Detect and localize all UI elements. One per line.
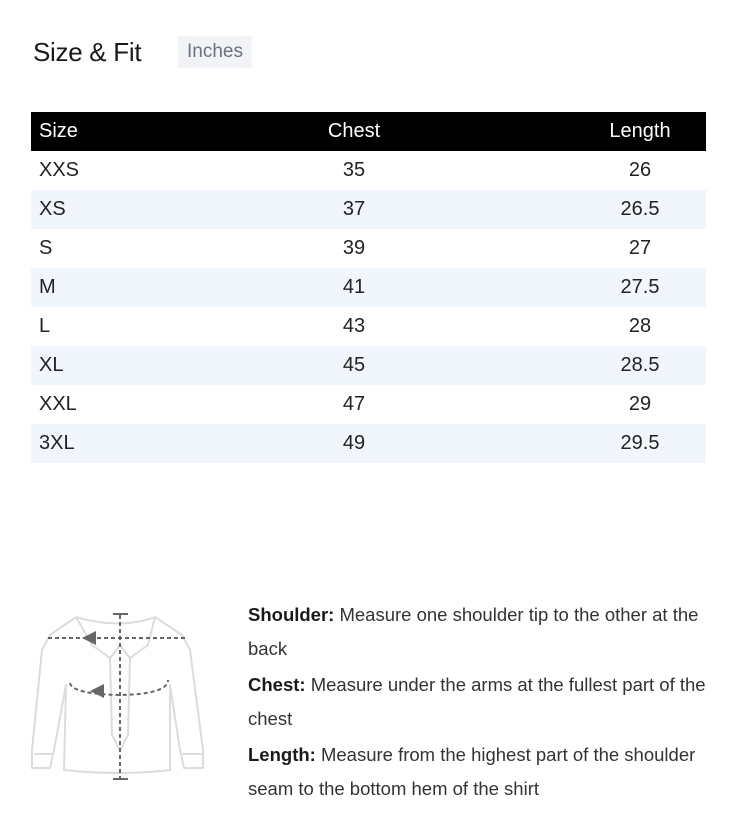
cell-size: XS <box>31 190 269 229</box>
cell-size: XXS <box>39 159 80 181</box>
cell-length: 28.5 <box>439 346 706 385</box>
column-header-size: Size <box>31 112 269 151</box>
cell-size: M <box>31 268 269 307</box>
cell-chest: 43 <box>342 315 366 337</box>
guide-shoulder: Shoulder: Measure one shoulder tip to th… <box>248 604 699 659</box>
cell-size: 3XL <box>31 424 269 463</box>
cell-length: 26.5 <box>439 190 706 229</box>
cell-chest: 37 <box>269 190 439 229</box>
table-row: L 43 28 <box>31 307 706 346</box>
cell-length: 28 <box>628 315 652 337</box>
table-header: Size Chest Length <box>31 112 706 151</box>
cell-chest: 49 <box>269 424 439 463</box>
cell-length: 26 <box>628 159 652 181</box>
table-row: XXS 35 26 <box>31 151 706 190</box>
cell-length: 29 <box>628 393 652 415</box>
column-header-chest: Chest <box>269 112 439 151</box>
cell-chest: 35 <box>342 159 366 181</box>
guide-length: Length: Measure from the highest part of… <box>248 744 696 799</box>
cell-size: S <box>39 237 53 259</box>
cell-chest: 41 <box>269 268 439 307</box>
table-row: M 41 27.5 <box>31 268 706 307</box>
guide-chest: Chest: Measure under the arms at the ful… <box>248 674 706 729</box>
table-row: XS 37 26.5 <box>31 190 706 229</box>
cell-length: 27.5 <box>439 268 706 307</box>
shirt-measurement-icon <box>31 613 204 780</box>
size-chart-table: Size Chest Length XXS 35 26 XS 37 26.5 S 39 27 M 4… <box>31 112 706 463</box>
cell-size: L <box>39 315 51 337</box>
page-title: Size & Fit <box>33 37 142 67</box>
table-row: XL 45 28.5 <box>31 346 706 385</box>
cell-size: XXL <box>39 393 77 415</box>
cell-length: 29.5 <box>439 424 706 463</box>
unit-toggle[interactable]: Inches <box>178 36 252 68</box>
cell-chest: 39 <box>342 237 366 259</box>
cell-length: 27 <box>628 237 652 259</box>
measurement-guide: Shoulder: Measure one shoulder tip to th… <box>248 598 718 808</box>
column-header-length: Length <box>439 112 706 151</box>
cell-chest: 45 <box>269 346 439 385</box>
cell-size: XL <box>31 346 269 385</box>
table-row: S 39 27 <box>31 229 706 268</box>
cell-chest: 47 <box>342 393 366 415</box>
table-row: 3XL 49 29.5 <box>31 424 706 463</box>
table-row: XXL 47 29 <box>31 385 706 424</box>
